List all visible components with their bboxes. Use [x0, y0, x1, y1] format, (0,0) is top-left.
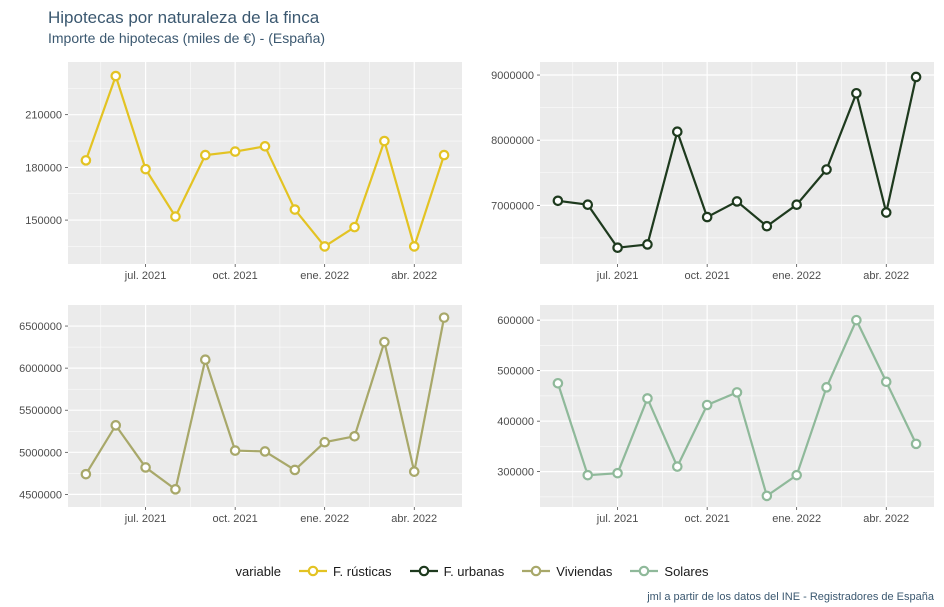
svg-text:jul. 2021: jul. 2021 [124, 513, 167, 525]
panel-urbanas: 7000000 8000000 9000000 jul. 2021 oct. 2021 e… [472, 56, 944, 299]
svg-text:oct. 2021: oct. 2021 [685, 270, 730, 282]
legend-swatch-icon [522, 562, 550, 580]
svg-text:abr. 2022: abr. 2022 [391, 513, 437, 525]
legend: variable F. rústicas F. urbanas Viviendas S… [0, 557, 944, 585]
legend-label: Solares [664, 564, 708, 579]
panel-solares: 300000 400000 500000 600000 jul. 2021 oct. 20… [472, 299, 944, 542]
svg-text:600000: 600000 [497, 315, 534, 327]
svg-text:180000: 180000 [25, 162, 62, 174]
svg-text:300000: 300000 [497, 467, 534, 479]
svg-text:ene. 2022: ene. 2022 [300, 270, 349, 282]
chart-title: Hipotecas por naturaleza de la finca [48, 8, 319, 28]
legend-item-viviendas: Viviendas [522, 562, 612, 580]
svg-text:6000000: 6000000 [19, 363, 62, 375]
legend-label: F. urbanas [444, 564, 505, 579]
svg-text:6500000: 6500000 [19, 321, 62, 333]
svg-text:oct. 2021: oct. 2021 [213, 270, 258, 282]
svg-text:5500000: 5500000 [19, 405, 62, 417]
svg-text:abr. 2022: abr. 2022 [391, 270, 437, 282]
svg-text:5000000: 5000000 [19, 447, 62, 459]
svg-text:oct. 2021: oct. 2021 [213, 513, 258, 525]
svg-text:400000: 400000 [497, 416, 534, 428]
legend-label: F. rústicas [333, 564, 392, 579]
svg-text:jul. 2021: jul. 2021 [124, 270, 167, 282]
svg-text:8000000: 8000000 [491, 135, 534, 147]
svg-text:ene. 2022: ene. 2022 [772, 270, 821, 282]
svg-text:7000000: 7000000 [491, 200, 534, 212]
panel-rusticas: 150000 180000 210000 jul. 2021 oct. 2021 ene.… [0, 56, 472, 299]
chart-subtitle: Importe de hipotecas (miles de €) - (Esp… [48, 30, 325, 46]
legend-item-urbanas: F. urbanas [410, 562, 505, 580]
svg-text:abr. 2022: abr. 2022 [863, 270, 909, 282]
legend-swatch-icon [299, 562, 327, 580]
panel-viviendas: 4500000 5000000 5500000 6000000 6500000 jul. … [0, 299, 472, 542]
svg-text:500000: 500000 [497, 366, 534, 378]
svg-text:jul. 2021: jul. 2021 [596, 513, 639, 525]
chart-caption: jml a partir de los datos del INE - Regi… [647, 591, 934, 603]
svg-text:210000: 210000 [25, 110, 62, 122]
legend-swatch-icon [410, 562, 438, 580]
legend-item-rusticas: F. rústicas [299, 562, 392, 580]
svg-text:oct. 2021: oct. 2021 [685, 513, 730, 525]
panel-grid: 150000 180000 210000 jul. 2021 oct. 2021 ene.… [0, 56, 944, 542]
legend-title: variable [236, 564, 282, 579]
legend-label: Viviendas [556, 564, 612, 579]
svg-text:ene. 2022: ene. 2022 [772, 513, 821, 525]
svg-text:9000000: 9000000 [491, 70, 534, 82]
svg-text:ene. 2022: ene. 2022 [300, 513, 349, 525]
svg-text:4500000: 4500000 [19, 489, 62, 501]
svg-text:jul. 2021: jul. 2021 [596, 270, 639, 282]
svg-text:abr. 2022: abr. 2022 [863, 513, 909, 525]
svg-text:150000: 150000 [25, 215, 62, 227]
legend-swatch-icon [630, 562, 658, 580]
legend-item-solares: Solares [630, 562, 708, 580]
